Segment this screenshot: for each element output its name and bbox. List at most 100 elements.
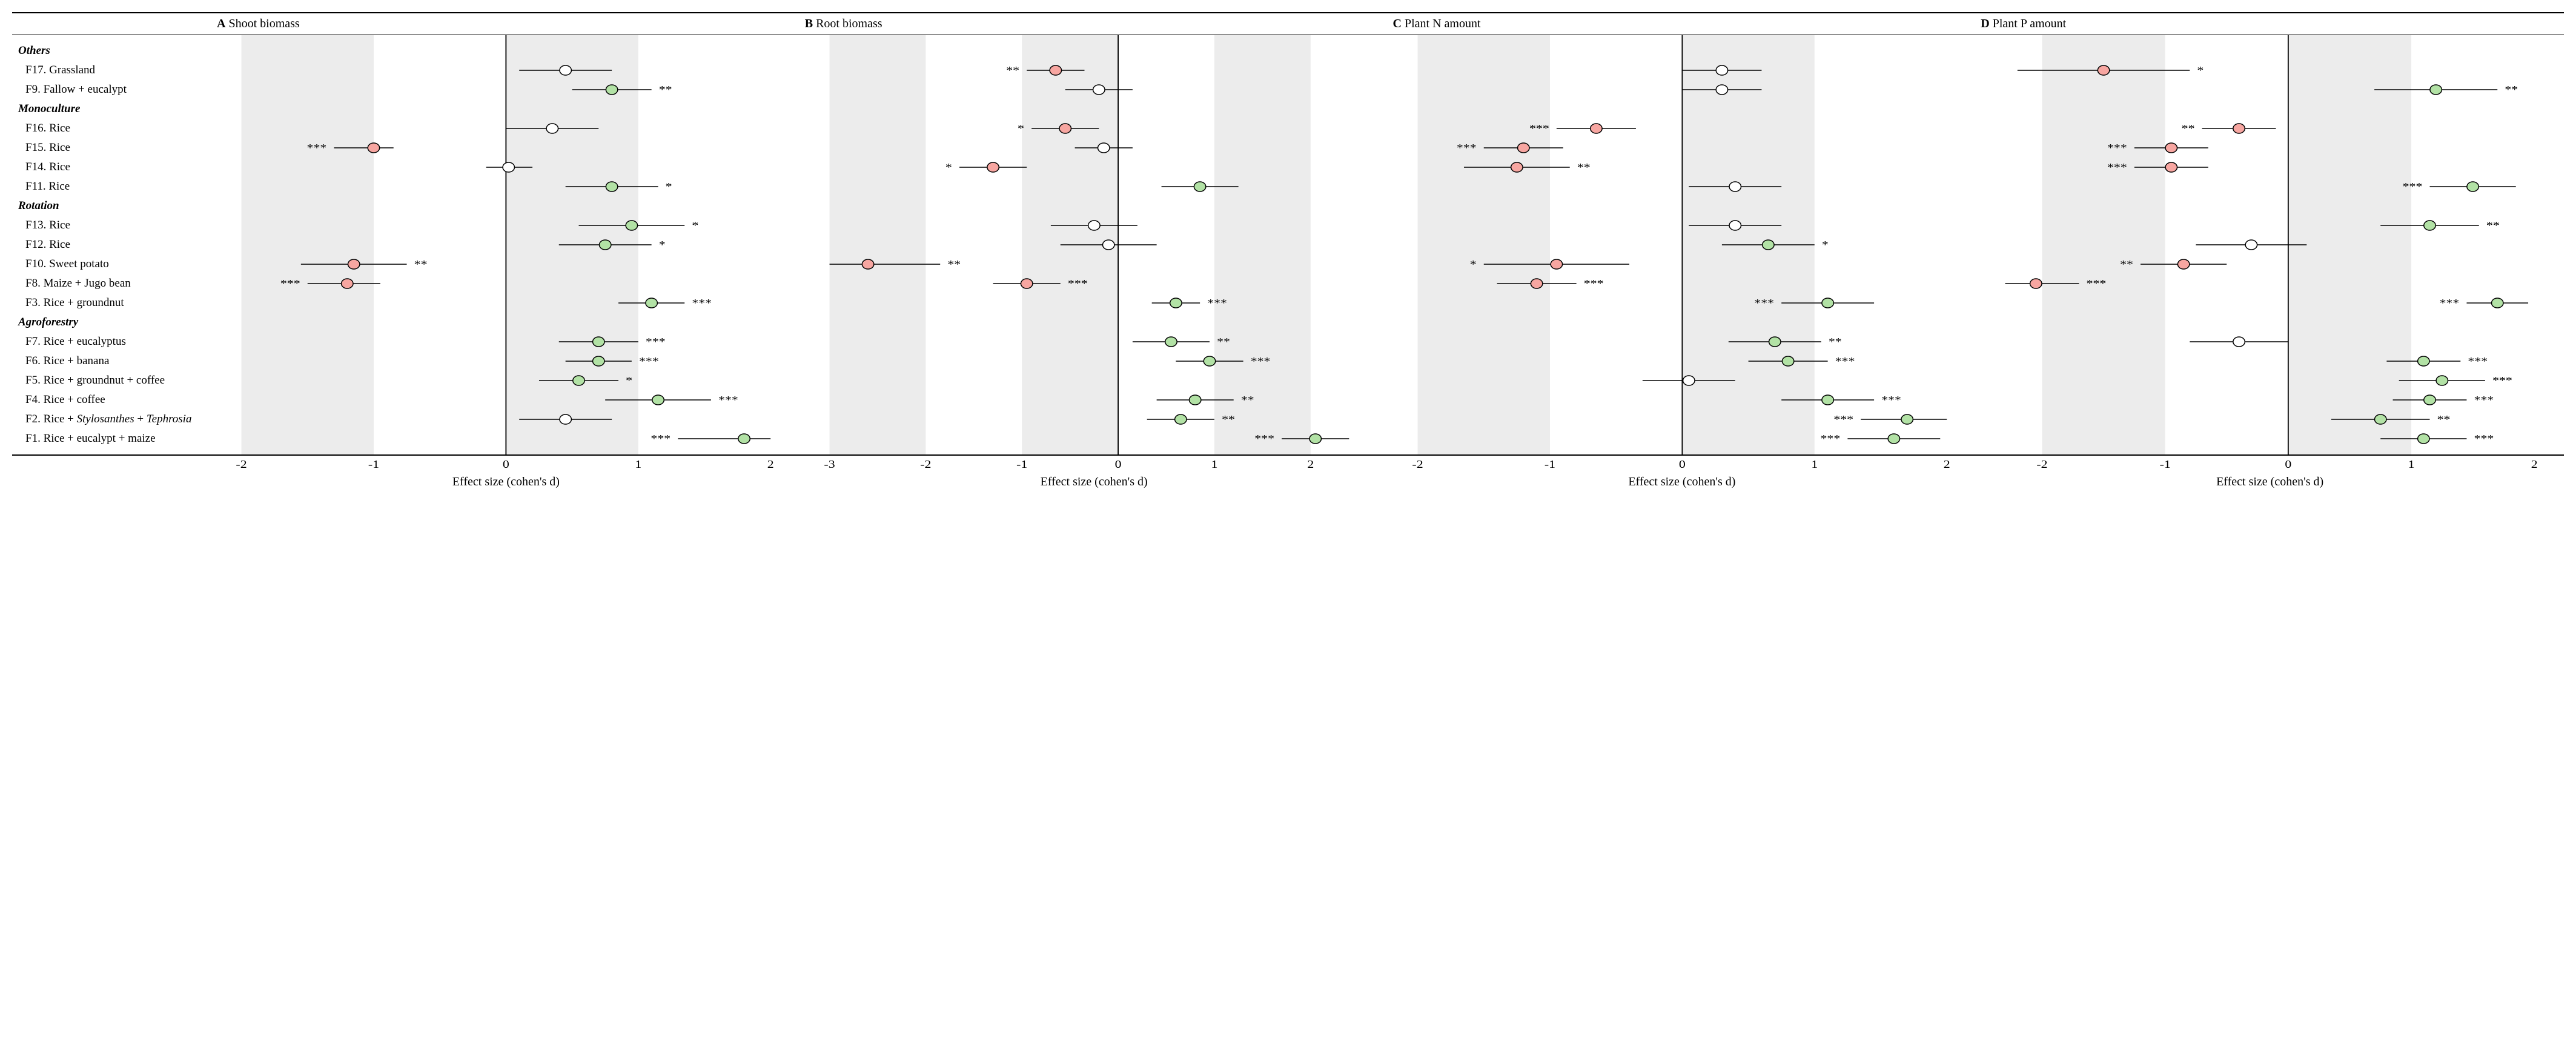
significance-marker: ** <box>2505 84 2518 96</box>
x-axis-label: Effect size (cohen's d) <box>1388 474 1976 489</box>
svg-text:2: 2 <box>767 459 774 471</box>
significance-marker: *** <box>1068 278 1088 290</box>
significance-marker: ** <box>414 259 428 271</box>
significance-marker: * <box>945 162 952 174</box>
svg-text:1: 1 <box>2408 459 2415 471</box>
svg-text:-2: -2 <box>2037 459 2048 471</box>
svg-text:1: 1 <box>635 459 641 471</box>
significance-marker: ** <box>2182 123 2195 135</box>
forest-plot-figure: A Shoot biomassB Root biomassC Plant N a… <box>12 12 2564 489</box>
axis-D: -2-1012Effect size (cohen's d) <box>1976 456 2564 489</box>
row-label: F8. Maize + Jugo bean <box>18 274 206 293</box>
significance-marker: ** <box>2120 259 2133 271</box>
significance-marker: * <box>1018 123 1024 135</box>
significance-marker: * <box>692 220 698 232</box>
x-axis-label: Effect size (cohen's d) <box>1976 474 2564 489</box>
significance-marker: ** <box>2437 414 2451 426</box>
row-label: F2. Rice + Stylosanthes + Tephrosia <box>18 410 206 429</box>
axis-spacer <box>12 456 212 489</box>
panel-title-B: B Root biomass <box>800 13 1388 35</box>
significance-marker: *** <box>651 433 670 445</box>
significance-marker: *** <box>2107 142 2127 155</box>
group-header: Others <box>18 41 206 61</box>
significance-marker: *** <box>1583 278 1603 290</box>
significance-marker: *** <box>1529 123 1549 135</box>
row-label: F17. Grassland <box>18 61 206 80</box>
significance-marker: *** <box>2492 375 2512 387</box>
group-header: Agroforestry <box>18 313 206 332</box>
significance-marker: * <box>2197 65 2204 77</box>
panel-title-A: A Shoot biomass <box>212 13 800 35</box>
svg-text:-1: -1 <box>2160 459 2171 471</box>
x-axis-label: Effect size (cohen's d) <box>212 474 800 489</box>
row-label: F13. Rice <box>18 216 206 235</box>
row-label: F5. Rice + groundnut + coffee <box>18 371 206 390</box>
significance-marker: *** <box>2474 433 2494 445</box>
group-header: Rotation <box>18 196 206 216</box>
svg-text:-1: -1 <box>368 459 379 471</box>
x-axis-label: Effect size (cohen's d) <box>800 474 1388 489</box>
significance-marker: *** <box>1833 414 1853 426</box>
svg-text:2: 2 <box>1307 459 1314 471</box>
svg-text:-2: -2 <box>920 459 931 471</box>
panel-B: ************************ <box>800 35 1388 454</box>
svg-text:-1: -1 <box>1544 459 1555 471</box>
significance-marker: *** <box>1254 433 1274 445</box>
significance-marker: ** <box>659 84 672 96</box>
significance-marker: *** <box>646 336 666 348</box>
header-spacer <box>12 13 212 35</box>
row-label: F3. Rice + groundnut <box>18 293 206 313</box>
significance-marker: *** <box>1881 394 1901 407</box>
row-label: F1. Rice + eucalypt + maize <box>18 429 206 448</box>
svg-text:0: 0 <box>503 459 509 471</box>
axis-A: -2-1012Effect size (cohen's d) <box>212 456 800 489</box>
panel-title-D: D Plant P amount <box>1976 13 2564 35</box>
svg-text:1: 1 <box>1211 459 1217 471</box>
row-label: F4. Rice + coffee <box>18 390 206 410</box>
svg-text:-2: -2 <box>1412 459 1423 471</box>
svg-text:-1: -1 <box>1016 459 1027 471</box>
significance-marker: *** <box>718 394 738 407</box>
significance-marker: * <box>666 181 672 193</box>
panel-C: ****************************** <box>1388 35 1976 454</box>
svg-text:1: 1 <box>1811 459 1818 471</box>
significance-marker: ** <box>1241 394 1254 407</box>
significance-marker: *** <box>2440 298 2460 310</box>
row-label: F16. Rice <box>18 119 206 138</box>
row-label: F12. Rice <box>18 235 206 255</box>
significance-marker: ** <box>1577 162 1590 174</box>
significance-marker: * <box>659 239 666 251</box>
significance-marker: *** <box>2107 162 2127 174</box>
axis-C: -2-1012Effect size (cohen's d) <box>1388 456 1976 489</box>
row-label: F14. Rice <box>18 158 206 177</box>
row-label: F9. Fallow + eucalypt <box>18 80 206 99</box>
group-header: Monoculture <box>18 99 206 119</box>
significance-marker: *** <box>1207 298 1227 310</box>
significance-marker: *** <box>1820 433 1840 445</box>
significance-marker: *** <box>2474 394 2494 407</box>
significance-marker: *** <box>1835 356 1855 368</box>
significance-marker: ** <box>1222 414 1235 426</box>
figure-grid: A Shoot biomassB Root biomassC Plant N a… <box>12 12 2564 456</box>
significance-marker: *** <box>2403 181 2423 193</box>
panel-title-C: C Plant N amount <box>1388 13 1976 35</box>
significance-marker: ** <box>1828 336 1841 348</box>
significance-marker: *** <box>307 142 327 155</box>
significance-marker: *** <box>1456 142 1476 155</box>
row-label: F15. Rice <box>18 138 206 158</box>
significance-marker: * <box>1469 259 1476 271</box>
row-label: F7. Rice + eucalyptus <box>18 332 206 351</box>
significance-marker: * <box>1821 239 1828 251</box>
panel-A: ***************************** <box>212 35 800 454</box>
significance-marker: * <box>626 375 632 387</box>
significance-marker: ** <box>2486 220 2500 232</box>
significance-marker: *** <box>1754 298 1774 310</box>
significance-marker: *** <box>280 278 300 290</box>
significance-marker: ** <box>1006 65 1019 77</box>
significance-marker: *** <box>2087 278 2107 290</box>
row-label: F10. Sweet potato <box>18 255 206 274</box>
significance-marker: *** <box>639 356 659 368</box>
row-labels-column: OthersF17. GrasslandF9. Fallow + eucalyp… <box>12 35 212 454</box>
significance-marker: ** <box>947 259 961 271</box>
row-label: F11. Rice <box>18 177 206 196</box>
